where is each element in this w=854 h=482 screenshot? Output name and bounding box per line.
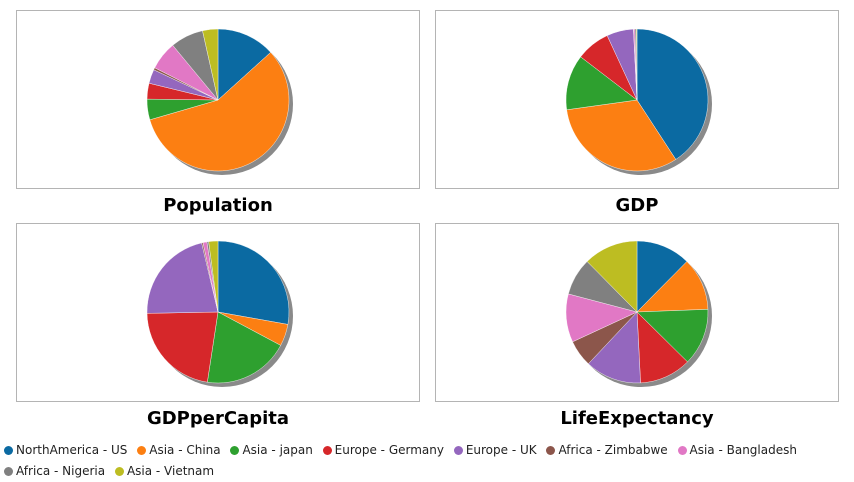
lifeexpectancy-title: LifeExpectancy — [560, 408, 714, 429]
pie-slice[interactable] — [217, 240, 290, 325]
pie-slice[interactable] — [566, 99, 677, 172]
legend-dot-icon — [322, 445, 332, 455]
population-chart-panel — [16, 10, 420, 189]
pie-slice[interactable] — [636, 309, 709, 363]
legend-dot-icon — [230, 445, 240, 455]
legend-dot-icon — [4, 466, 13, 476]
legend-dot-icon — [114, 466, 124, 476]
chart-legend: NorthAmerica - US Asia - China Asia - ja… — [4, 440, 850, 482]
pie-slice[interactable] — [202, 28, 219, 101]
lifeexpectancy-chart-panel — [435, 223, 839, 402]
pie-slice[interactable] — [217, 28, 271, 101]
legend-item-zimbabwe[interactable]: Africa - Zimbabwe — [546, 440, 668, 461]
legend-dot-icon — [453, 445, 463, 455]
legend-item-nigeria[interactable]: Africa - Nigeria — [4, 461, 105, 482]
pie-slice[interactable] — [207, 311, 281, 384]
gdp-title: GDP — [615, 195, 659, 216]
legend-dot-icon — [4, 445, 13, 455]
pie-slice[interactable] — [146, 242, 219, 314]
gdp-pie — [565, 28, 712, 175]
legend-item-uk[interactable]: Europe - UK — [453, 440, 537, 461]
legend-item-japan[interactable]: Asia - japan — [230, 440, 313, 461]
population-pie — [146, 28, 293, 175]
pie-slice[interactable] — [636, 28, 638, 101]
legend-item-bangladesh[interactable]: Asia - Bangladesh — [677, 440, 797, 461]
pie-slice[interactable] — [146, 311, 219, 383]
legend-item-vietnam[interactable]: Asia - Vietnam — [114, 461, 214, 482]
pie-slice[interactable] — [149, 52, 290, 172]
pie-slice[interactable] — [586, 240, 638, 313]
lifeexpectancy-pie — [565, 240, 712, 387]
gdppercapita-title: GDPperCapita — [146, 408, 290, 429]
legend-dot-icon — [677, 445, 687, 455]
pie-slice[interactable] — [565, 56, 638, 111]
legend-dot-icon — [546, 445, 556, 455]
legend-item-china[interactable]: Asia - China — [137, 440, 221, 461]
legend-dot-icon — [137, 445, 147, 455]
gdppercapita-chart-panel — [16, 223, 420, 402]
pie-slice[interactable] — [588, 311, 641, 384]
gdp-chart-panel — [435, 10, 839, 189]
legend-item-us[interactable]: NorthAmerica - US — [4, 440, 127, 461]
gdppercapita-pie — [146, 240, 293, 387]
legend-item-germany[interactable]: Europe - Germany — [322, 440, 444, 461]
population-title: Population — [163, 195, 273, 216]
pie-slice[interactable] — [208, 240, 219, 313]
